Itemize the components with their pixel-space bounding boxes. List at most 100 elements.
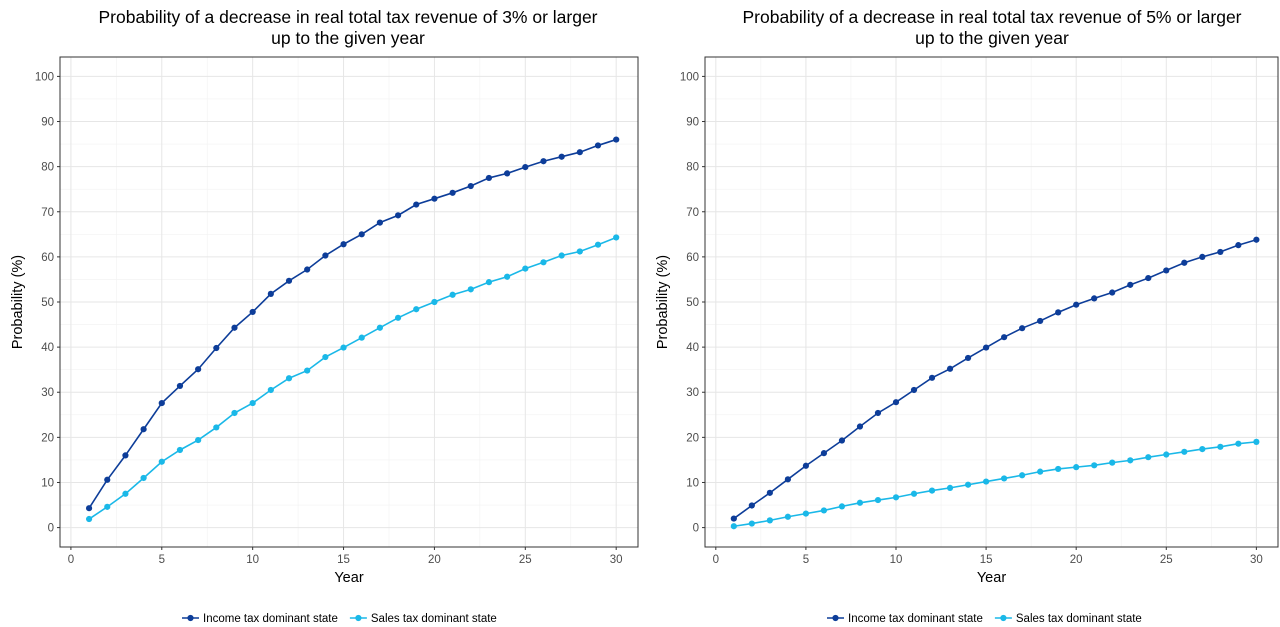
- data-point: [594, 142, 602, 149]
- y-tick-label: 70: [41, 207, 54, 219]
- chart-title-line2: up to the given year: [271, 28, 425, 48]
- legend-label: Income tax dominant state: [848, 613, 983, 625]
- data-point: [856, 423, 864, 430]
- y-tick-label: 0: [48, 523, 54, 535]
- data-point: [122, 490, 129, 497]
- legend-key-point: [355, 614, 362, 622]
- data-point: [766, 489, 773, 496]
- data-point: [1055, 309, 1062, 316]
- y-tick-label: 80: [686, 162, 699, 174]
- legend-key-point: [187, 614, 194, 622]
- y-tick-label: 10: [686, 477, 699, 489]
- x-tick-label: 15: [980, 554, 993, 566]
- data-point: [213, 424, 220, 431]
- data-point: [784, 476, 791, 483]
- x-tick-label: 5: [803, 554, 809, 566]
- x-tick-label: 10: [890, 554, 903, 566]
- data-point: [485, 174, 493, 182]
- data-point: [1019, 472, 1026, 479]
- data-point: [1055, 465, 1062, 473]
- y-tick-label: 40: [686, 342, 699, 354]
- x-tick-label: 20: [428, 554, 441, 566]
- x-tick-label: 0: [68, 554, 74, 566]
- data-point: [1127, 457, 1134, 464]
- data-point: [467, 182, 474, 190]
- data-point: [1001, 334, 1008, 341]
- data-point: [504, 170, 511, 177]
- data-point: [946, 484, 954, 491]
- data-point: [928, 374, 936, 381]
- y-tick-label: 80: [41, 162, 54, 174]
- x-tick-label: 20: [1070, 554, 1083, 566]
- data-point: [946, 365, 954, 372]
- y-tick-label: 50: [686, 297, 699, 309]
- x-axis-title: Year: [977, 570, 1006, 586]
- data-point: [231, 324, 238, 331]
- legend-label: Income tax dominant state: [203, 613, 338, 625]
- data-point: [285, 375, 293, 382]
- data-point: [982, 344, 990, 351]
- data-point: [85, 515, 93, 523]
- data-point: [1091, 462, 1098, 469]
- y-tick-label: 100: [680, 71, 699, 83]
- legend-key-point: [832, 614, 839, 622]
- data-point: [982, 478, 990, 485]
- data-point: [267, 386, 274, 394]
- data-point: [1109, 459, 1116, 466]
- x-tick-label: 10: [246, 554, 259, 566]
- data-point: [1217, 248, 1224, 256]
- data-point: [358, 231, 365, 238]
- data-point: [195, 436, 202, 444]
- y-tick-label: 100: [35, 71, 54, 83]
- data-point: [195, 366, 202, 373]
- data-point: [1037, 317, 1044, 325]
- data-point: [213, 344, 220, 352]
- chart-title: Probability of a decrease in real total …: [98, 7, 597, 27]
- data-point: [322, 252, 329, 259]
- data-point: [1217, 443, 1224, 450]
- data-point: [928, 487, 936, 494]
- y-axis-title: Probability (%): [655, 255, 671, 349]
- data-point: [558, 153, 565, 160]
- data-point: [249, 399, 256, 407]
- data-point: [1235, 242, 1242, 249]
- chart-title-line2: up to the given year: [915, 28, 1069, 48]
- data-point: [576, 248, 583, 255]
- data-point: [730, 523, 737, 530]
- data-point: [540, 259, 547, 266]
- data-point: [158, 399, 165, 407]
- data-point: [285, 277, 293, 284]
- data-point: [1073, 464, 1080, 471]
- data-point: [1181, 259, 1188, 266]
- data-point: [1145, 454, 1152, 461]
- chart-title: Probability of a decrease in real total …: [742, 7, 1241, 27]
- x-tick-label: 25: [1160, 554, 1173, 566]
- data-point: [1235, 440, 1242, 447]
- data-point: [358, 334, 365, 341]
- y-tick-label: 20: [41, 432, 54, 444]
- y-tick-label: 90: [686, 117, 699, 129]
- data-point: [504, 273, 511, 280]
- data-point: [140, 474, 147, 482]
- data-point: [522, 265, 529, 272]
- data-point: [892, 494, 900, 501]
- data-point: [1091, 295, 1098, 302]
- x-tick-label: 15: [337, 554, 350, 566]
- data-point: [304, 266, 311, 273]
- data-point: [576, 149, 583, 156]
- data-point: [1145, 274, 1152, 282]
- series-1: [85, 136, 620, 512]
- data-point: [1199, 253, 1206, 260]
- data-point: [1109, 289, 1116, 296]
- data-point: [1163, 451, 1170, 458]
- legend-key-point: [1000, 614, 1007, 622]
- data-point: [104, 503, 111, 510]
- x-tick-label: 30: [610, 554, 623, 566]
- chart-panel-1: Probability of a decrease in real total …: [10, 7, 639, 625]
- data-point: [802, 462, 810, 469]
- y-tick-label: 60: [686, 252, 699, 264]
- data-point: [176, 446, 184, 454]
- data-point: [340, 241, 347, 248]
- y-tick-label: 60: [41, 252, 54, 264]
- data-point: [1037, 468, 1044, 475]
